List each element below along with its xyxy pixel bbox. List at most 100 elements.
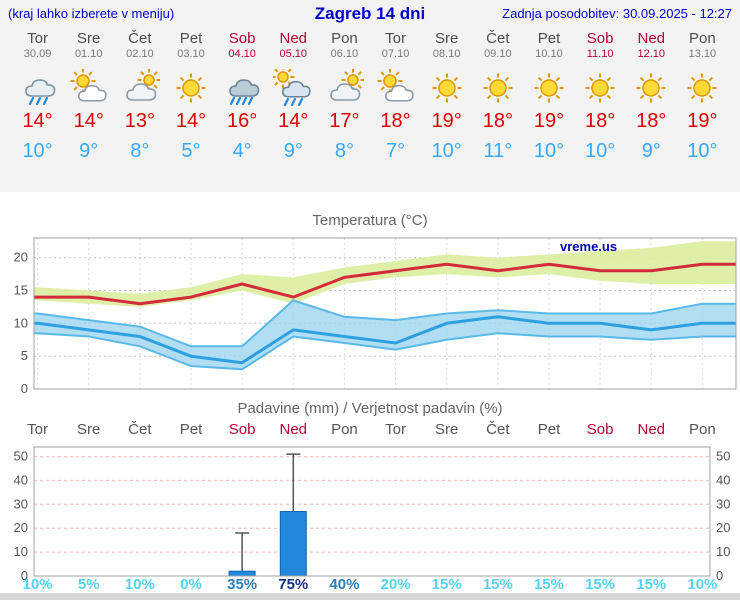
forecast-strip: Tor 30.09 14° 10° Sre 01.10 14° 9° Čet 0… — [0, 26, 740, 163]
svg-text:10: 10 — [716, 544, 730, 559]
precip-day-label: Čet — [128, 421, 152, 438]
day-name: Sob — [586, 30, 614, 47]
min-temperature: 10° — [584, 140, 616, 162]
top-panel: (kraj lahko izberete v meniju) Zagreb 14… — [0, 0, 740, 192]
day-name: Tor — [27, 30, 48, 47]
forecast-day-column: Pet 10.10 19° 10° — [523, 28, 574, 163]
min-temperature: 7° — [385, 140, 406, 162]
sunny-icon — [421, 67, 472, 109]
day-date: 01.10 — [74, 48, 103, 60]
svg-text:10: 10 — [14, 544, 28, 559]
min-temperature: 11° — [483, 140, 513, 162]
max-temperature: 14° — [73, 110, 104, 132]
max-temperature-range-band — [34, 241, 736, 307]
day-date: 06.10 — [330, 48, 359, 60]
precip-day-label: Pon — [689, 421, 716, 438]
svg-text:10: 10 — [14, 315, 28, 330]
day-date: 07.10 — [381, 48, 410, 60]
precip-day-label: Ned — [637, 421, 666, 438]
sunny-icon — [165, 67, 216, 109]
precip-probability: 15% — [585, 576, 616, 593]
max-temperature: 17° — [329, 110, 360, 132]
max-temperature-line — [34, 262, 736, 306]
day-name: Sre — [435, 30, 459, 47]
max-temperature: 14° — [175, 110, 207, 132]
sunny-icon — [626, 67, 677, 109]
precip-day-label: Sre — [77, 421, 101, 438]
forecast-day-column: Sre 08.10 19° 10° — [421, 28, 472, 163]
location-menu-hint: (kraj lahko izberete v meniju) — [8, 6, 175, 21]
day-date: 13.10 — [688, 48, 717, 60]
precip-bar — [279, 511, 307, 577]
precip-day-label: Tor — [27, 421, 48, 438]
svg-text:5: 5 — [21, 348, 28, 363]
precip-probability: 35% — [227, 576, 258, 593]
precipitation-chart: 0 0 10 10 20 20 30 30 40 40 50 50 — [14, 446, 730, 581]
day-name: Sob — [228, 30, 256, 47]
mostly-cloudy-icon — [319, 67, 370, 109]
precip-probability: 15% — [482, 576, 513, 593]
sunny-icon — [677, 67, 728, 109]
svg-text:20: 20 — [716, 520, 730, 535]
partly-cloudy-icon — [370, 67, 421, 109]
forecast-day-column: Pon 06.10 17° 8° — [319, 28, 370, 163]
temperature-chart: 0 5 10 15 20 vreme.us — [14, 237, 737, 396]
mostly-cloudy-icon — [114, 67, 165, 109]
svg-text:40: 40 — [14, 472, 28, 487]
min-temperature-line — [34, 315, 736, 365]
min-temperature: 8° — [334, 140, 354, 162]
min-temperature: 8° — [130, 140, 150, 162]
svg-text:20: 20 — [14, 250, 28, 265]
day-date: 08.10 — [432, 48, 461, 60]
svg-text:50: 50 — [14, 449, 28, 464]
precip-probability: 15% — [636, 576, 667, 593]
max-temperature: 18° — [584, 110, 616, 132]
precip-probability: 10% — [22, 576, 53, 593]
forecast-day-column: Sre 01.10 14° 9° — [63, 28, 114, 163]
min-temperature: 9° — [283, 140, 303, 162]
max-temperature: 19° — [431, 110, 462, 132]
forecast-day-column: Čet 09.10 18° 11° — [472, 28, 523, 163]
day-name: Ned — [637, 30, 666, 47]
precip-probability: 40% — [329, 576, 360, 593]
svg-text:50: 50 — [716, 449, 730, 464]
precip-probability: 0% — [180, 576, 202, 593]
page-title: Zagreb 14 dni — [314, 4, 426, 23]
max-temperature: 16° — [227, 110, 258, 132]
precip-day-label: Tor — [385, 421, 406, 438]
precip-probability: 15% — [533, 576, 564, 593]
min-temperature: 10° — [22, 140, 53, 162]
svg-text:30: 30 — [14, 496, 28, 511]
precip-probability: 20% — [380, 576, 411, 593]
precip-day-label: Pet — [179, 421, 203, 438]
max-temperature: 19° — [687, 110, 718, 132]
day-date: 11.10 — [586, 48, 614, 60]
max-temperature: 18° — [482, 110, 513, 132]
precip-probability: 15% — [431, 576, 462, 593]
precip-day-label: Sre — [435, 421, 459, 438]
rain-icon — [217, 67, 268, 109]
precip-day-label: Ned — [279, 421, 308, 438]
forecast-day-column: Čet 02.10 13° 8° — [114, 28, 165, 163]
min-temperature: 5° — [181, 140, 201, 162]
max-temperature: 13° — [124, 110, 155, 132]
max-temperature: 18° — [380, 110, 411, 132]
precip-probability: 5% — [77, 576, 100, 593]
precip-day-label: Pon — [331, 421, 358, 438]
precip-day-label: Pet — [537, 421, 561, 438]
svg-text:0: 0 — [716, 568, 723, 581]
min-temperature: 9° — [641, 140, 661, 162]
day-date: 30.09 — [23, 48, 52, 60]
sunny-icon — [575, 67, 626, 109]
precip-day-labels: Tor Sre Čet Pet Sob Ned Pon Tor Sre Čet Pet Sob Ned P… — [0, 421, 740, 438]
vreme-us-watermark[interactable]: vreme.us — [560, 239, 617, 254]
min-temperature: 10° — [431, 140, 462, 162]
temperature-chart-title: Temperatura (°C) — [312, 212, 428, 229]
day-date: 12.10 — [637, 48, 666, 60]
day-name: Čet — [486, 30, 510, 47]
min-temperature: 4° — [232, 140, 252, 162]
forecast-day-column: Tor 07.10 18° 7° — [370, 28, 421, 163]
svg-text:0: 0 — [21, 568, 28, 581]
day-name: Ned — [279, 30, 308, 47]
forecast-day-column: Sob 04.10 16° 4° — [217, 28, 268, 163]
